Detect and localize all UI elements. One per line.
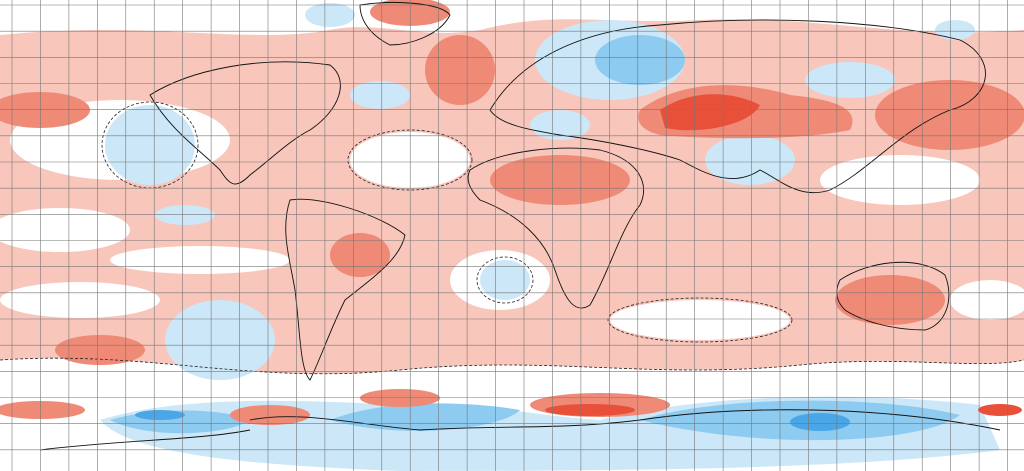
- neutral-zone: [610, 300, 790, 340]
- cold-anomaly: [155, 205, 215, 225]
- neutral-zone: [110, 246, 290, 274]
- warm-anomaly: [0, 92, 90, 128]
- cold-anomaly: [595, 35, 685, 85]
- neutral-zone: [950, 280, 1024, 320]
- cold-anomaly: [480, 260, 530, 300]
- warm-anomaly: [330, 233, 390, 277]
- warm-anomaly: [425, 35, 495, 105]
- neutral-zone: [0, 0, 1024, 35]
- warm-anomaly: [875, 80, 1024, 150]
- cold-anomaly: [165, 300, 275, 380]
- cold-anomaly: [105, 105, 195, 185]
- contour: [607, 297, 793, 343]
- cold-anomaly: [330, 403, 520, 431]
- cold-anomaly: [350, 81, 410, 109]
- contour: [347, 129, 473, 191]
- coastlines: [39, 2, 1001, 451]
- warm-anomaly: [660, 94, 760, 131]
- warm-anomaly: [0, 401, 85, 419]
- warm-anomaly: [490, 155, 630, 205]
- warm-anomaly: [545, 404, 635, 416]
- africa: [467, 147, 644, 309]
- contour: [0, 357, 1024, 375]
- warm-anomaly: [978, 404, 1022, 416]
- warm-anomaly: [55, 335, 145, 365]
- neutral-zone: [0, 282, 160, 318]
- cold-anomaly: [135, 410, 185, 420]
- cold-anomaly: [805, 62, 895, 98]
- neutral-zone: [820, 155, 980, 205]
- australia: [836, 261, 950, 331]
- cold-anomaly: [705, 135, 795, 185]
- eurasia: [489, 19, 986, 194]
- greenland: [359, 2, 451, 46]
- warm-anomaly: [360, 389, 440, 407]
- cold-anomaly: [305, 3, 355, 27]
- antarctica: [39, 409, 1001, 451]
- warm-anomaly: [835, 275, 945, 325]
- warm-anomaly: [230, 405, 310, 425]
- cold-anomaly: [935, 20, 975, 40]
- contour: [476, 256, 534, 304]
- south-america: [285, 198, 406, 381]
- cold-anomaly: [790, 413, 850, 431]
